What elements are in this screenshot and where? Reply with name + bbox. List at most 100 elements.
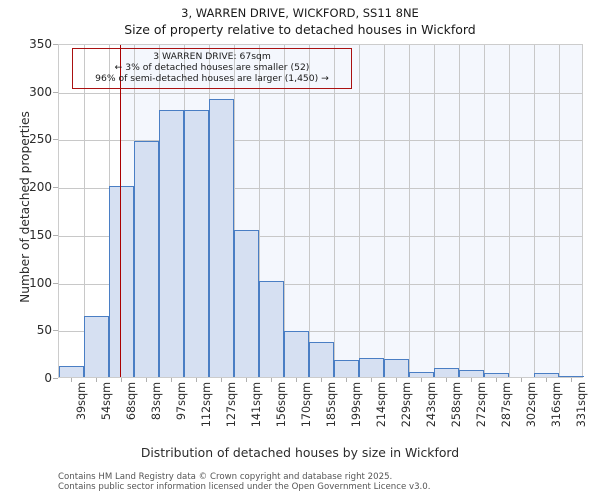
annotation-box: 3 WARREN DRIVE: 67sqm ← 3% of detached h… [72, 48, 352, 89]
x-axis-tick-mark [445, 378, 447, 382]
x-axis-tick-label: 83sqm [150, 382, 163, 421]
x-axis-tick-mark [70, 378, 72, 382]
bar [459, 370, 484, 377]
bar [134, 141, 159, 377]
y-axis-tick-label: 250 [29, 132, 52, 147]
gridline-vertical [384, 45, 385, 377]
bar [234, 230, 259, 377]
x-axis-tick-label: 170sqm [300, 382, 313, 428]
gridline-vertical [534, 45, 535, 377]
gridline-vertical [409, 45, 410, 377]
x-axis-title: Distribution of detached houses by size … [140, 445, 460, 460]
y-axis-tick-label: 50 [36, 323, 52, 338]
page-title: 3, WARREN DRIVE, WICKFORD, SS11 8NE [181, 6, 419, 20]
gridline-horizontal [59, 331, 582, 333]
x-axis-tick-mark [220, 378, 222, 382]
y-axis-tick-label: 200 [29, 180, 52, 195]
x-axis-tick-label: 97sqm [175, 382, 188, 421]
annotation-line-2: ← 3% of detached houses are smaller (52) [114, 62, 310, 74]
y-axis-tick-label: 150 [29, 227, 52, 242]
attribution-footer: Contains HM Land Registry data © Crown c… [58, 472, 598, 493]
annotation-line-3: 96% of semi-detached houses are larger (… [95, 73, 329, 85]
x-axis-tick-mark [295, 378, 297, 382]
bar [409, 372, 434, 377]
y-axis-tick-mark [53, 234, 58, 236]
y-axis-tick-mark [53, 139, 58, 141]
gridline-vertical [284, 45, 285, 377]
x-axis-tick-mark [120, 378, 122, 382]
y-axis-tick-mark [53, 282, 58, 284]
y-axis-labels: 0 50 100 150 200 250 300 350 [0, 0, 52, 500]
x-axis-tick-mark [245, 378, 247, 382]
x-axis-tick-label: 243sqm [425, 382, 438, 428]
bar [359, 357, 384, 377]
x-axis-tick-label: 39sqm [75, 382, 88, 421]
x-axis-tick-label: 112sqm [200, 382, 213, 428]
gridline-vertical [484, 45, 485, 377]
gridline-horizontal [59, 235, 582, 237]
x-axis-tick-label: 214sqm [375, 382, 388, 428]
gridline-horizontal [59, 92, 582, 94]
x-axis-tick-label: 141sqm [250, 382, 263, 428]
x-axis-tick-label: 127sqm [225, 382, 238, 428]
gridline-vertical [334, 45, 335, 377]
y-axis-tick-mark [53, 378, 58, 379]
gridline-vertical [359, 45, 360, 377]
x-axis-tick-mark [345, 378, 347, 382]
x-axis-tick-mark [395, 378, 397, 382]
y-axis-tick-marks [53, 0, 58, 500]
x-axis-labels: 39sqm 54sqm 68sqm 83sqm 97sqm 112sqm 127sqm 141… [0, 378, 600, 448]
y-axis-tick-mark [53, 187, 58, 189]
gridline-horizontal [59, 140, 582, 142]
x-axis-tick-label: 258sqm [450, 382, 463, 428]
y-axis-tick-mark [53, 330, 58, 332]
chart-title-block: 3, WARREN DRIVE, WICKFORD, SS11 8NE Size… [0, 6, 600, 38]
bar [209, 99, 234, 377]
bar [534, 373, 559, 377]
gridline-vertical [434, 45, 435, 377]
x-axis-tick-label: 199sqm [350, 382, 363, 428]
x-axis-tick-label: 316sqm [550, 382, 563, 428]
property-size-marker-line [119, 45, 121, 377]
x-axis-tick-mark [370, 378, 372, 382]
x-axis-tick-label: 229sqm [400, 382, 413, 428]
bar [59, 365, 84, 377]
x-axis-tick-mark [470, 378, 472, 382]
y-axis-tick-mark [53, 44, 58, 45]
bar [559, 375, 584, 377]
y-axis-tick-label: 100 [29, 275, 52, 290]
y-axis-tick-mark [53, 91, 58, 93]
x-axis-tick-mark [570, 378, 572, 382]
x-axis-tick-label: 54sqm [100, 382, 113, 421]
gridline-horizontal [59, 188, 582, 190]
x-axis-tick-label: 68sqm [125, 382, 138, 421]
gridline-vertical [509, 45, 510, 377]
y-axis-tick-label: 350 [29, 37, 52, 51]
bar [484, 373, 509, 377]
bar [259, 280, 284, 377]
bar [434, 368, 459, 377]
x-axis-tick-mark [520, 378, 522, 382]
y-axis-tick-label: 0 [44, 371, 52, 385]
x-axis-tick-label: 156sqm [275, 382, 288, 428]
y-axis-tick-label: 300 [29, 84, 52, 99]
bar [184, 109, 209, 377]
annotation-line-1: 3 WARREN DRIVE: 67sqm [153, 51, 271, 62]
gridline-vertical [259, 45, 260, 377]
x-axis-tick-mark [95, 378, 97, 382]
x-axis-tick-mark [195, 378, 197, 382]
bar [384, 358, 409, 377]
x-axis-tick-label: 185sqm [325, 382, 338, 428]
y-axis-title: Number of detached properties [18, 111, 32, 303]
gridline-horizontal [59, 283, 582, 285]
bar [84, 315, 109, 377]
footer-line-2: Contains public sector information licen… [58, 482, 431, 493]
bar [109, 186, 134, 377]
gridline-vertical [459, 45, 460, 377]
x-axis-tick-mark [420, 378, 422, 382]
gridline-vertical [234, 45, 235, 377]
x-axis-tick-mark [495, 378, 497, 382]
x-axis-tick-label: 287sqm [500, 382, 513, 428]
x-axis-tick-mark [320, 378, 322, 382]
